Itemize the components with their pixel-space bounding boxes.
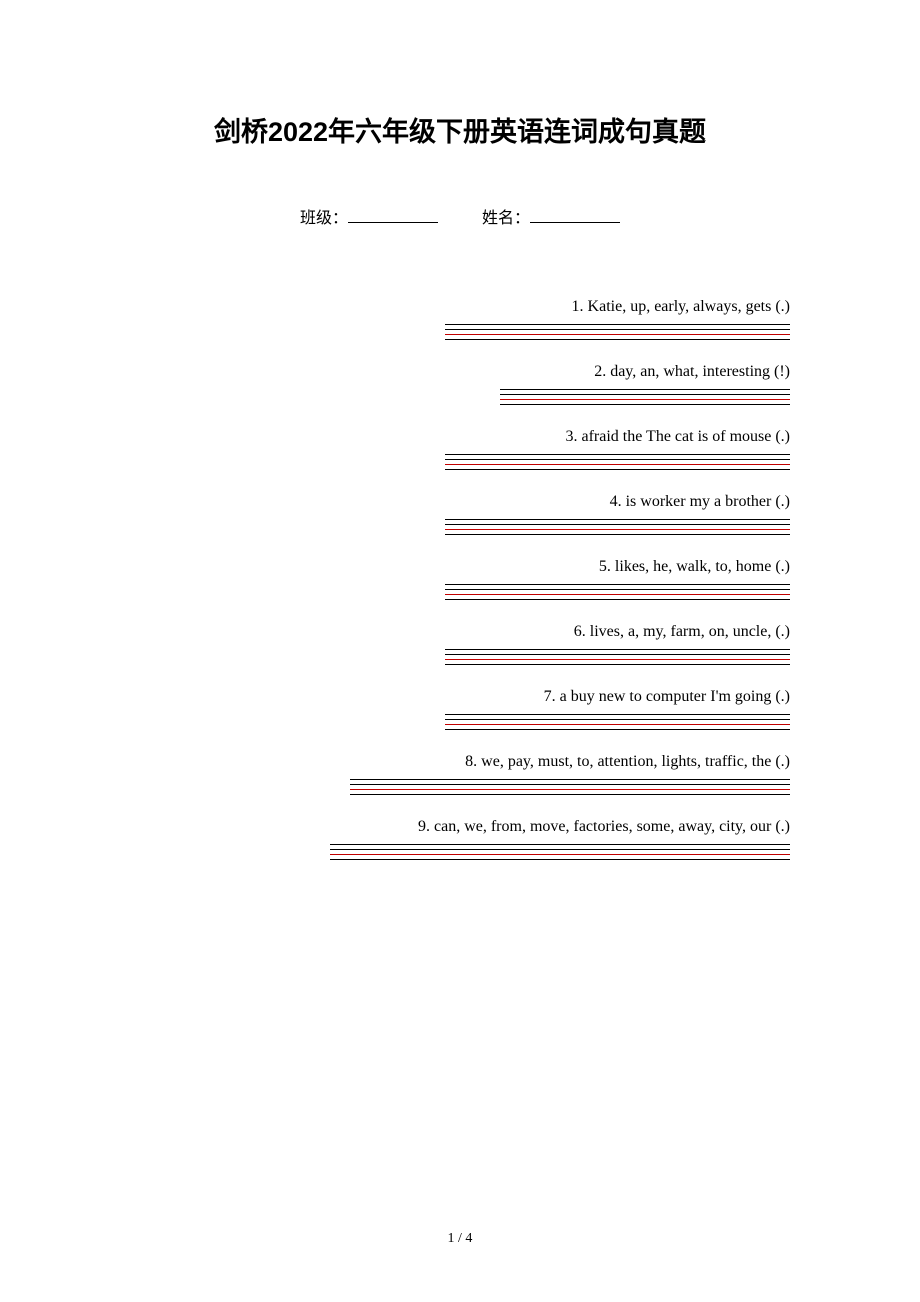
document-title: 剑桥2022年六年级下册英语连词成句真题 bbox=[130, 110, 790, 149]
answer-line[interactable] bbox=[445, 524, 790, 525]
page-number: 1 / 4 bbox=[0, 1231, 920, 1247]
answer-line[interactable] bbox=[500, 389, 790, 390]
answer-lines bbox=[445, 649, 790, 665]
answer-line[interactable] bbox=[445, 719, 790, 720]
question-block: 7. a buy new to computer I'm going (.) bbox=[330, 688, 790, 730]
answer-line[interactable] bbox=[445, 664, 790, 665]
question-text: 8. we, pay, must, to, attention, lights,… bbox=[465, 753, 790, 771]
question-block: 8. we, pay, must, to, attention, lights,… bbox=[330, 753, 790, 795]
name-blank[interactable] bbox=[530, 222, 620, 223]
answer-line[interactable] bbox=[445, 724, 790, 725]
question-block: 2. day, an, what, interesting (!) bbox=[330, 363, 790, 405]
answer-line[interactable] bbox=[445, 599, 790, 600]
answer-lines bbox=[445, 584, 790, 600]
answer-lines bbox=[350, 779, 790, 795]
question-block: 6. lives, a, my, farm, on, uncle, (.) bbox=[330, 623, 790, 665]
answer-line[interactable] bbox=[445, 659, 790, 660]
answer-line[interactable] bbox=[330, 859, 790, 860]
answer-lines bbox=[445, 324, 790, 340]
answer-lines bbox=[445, 519, 790, 535]
class-blank[interactable] bbox=[348, 222, 438, 223]
answer-line[interactable] bbox=[350, 779, 790, 780]
question-block: 3. afraid the The cat is of mouse (.) bbox=[330, 428, 790, 470]
answer-line[interactable] bbox=[445, 324, 790, 325]
question-text: 1. Katie, up, early, always, gets (.) bbox=[572, 298, 790, 316]
answer-line[interactable] bbox=[445, 584, 790, 585]
answer-line[interactable] bbox=[445, 329, 790, 330]
answer-line[interactable] bbox=[500, 399, 790, 400]
answer-line[interactable] bbox=[445, 469, 790, 470]
answer-line[interactable] bbox=[445, 534, 790, 535]
questions-container: 1. Katie, up, early, always, gets (.) 2. … bbox=[330, 298, 790, 883]
student-info-row: 班级： 姓名： bbox=[130, 204, 790, 228]
answer-line[interactable] bbox=[445, 529, 790, 530]
question-block: 4. is worker my a brother (.) bbox=[330, 493, 790, 535]
name-label: 姓名： bbox=[482, 210, 530, 227]
question-text: 9. can, we, from, move, factories, some,… bbox=[418, 818, 790, 836]
answer-line[interactable] bbox=[350, 784, 790, 785]
question-text: 4. is worker my a brother (.) bbox=[610, 493, 790, 511]
answer-lines bbox=[445, 454, 790, 470]
answer-line[interactable] bbox=[330, 844, 790, 845]
answer-lines bbox=[500, 389, 790, 405]
answer-line[interactable] bbox=[445, 714, 790, 715]
answer-line[interactable] bbox=[445, 459, 790, 460]
question-text: 5. likes, he, walk, to, home (.) bbox=[599, 558, 790, 576]
class-label: 班级： bbox=[300, 210, 348, 227]
answer-line[interactable] bbox=[445, 464, 790, 465]
answer-line[interactable] bbox=[500, 394, 790, 395]
answer-line[interactable] bbox=[445, 589, 790, 590]
answer-line[interactable] bbox=[445, 729, 790, 730]
answer-line[interactable] bbox=[445, 519, 790, 520]
answer-line[interactable] bbox=[445, 334, 790, 335]
question-text: 2. day, an, what, interesting (!) bbox=[594, 363, 790, 381]
answer-lines bbox=[330, 844, 790, 860]
answer-line[interactable] bbox=[330, 854, 790, 855]
question-text: 7. a buy new to computer I'm going (.) bbox=[544, 688, 790, 706]
question-block: 5. likes, he, walk, to, home (.) bbox=[330, 558, 790, 600]
question-block: 1. Katie, up, early, always, gets (.) bbox=[330, 298, 790, 340]
answer-line[interactable] bbox=[500, 404, 790, 405]
answer-line[interactable] bbox=[445, 654, 790, 655]
answer-line[interactable] bbox=[445, 594, 790, 595]
answer-line[interactable] bbox=[445, 339, 790, 340]
answer-lines bbox=[445, 714, 790, 730]
question-block: 9. can, we, from, move, factories, some,… bbox=[330, 818, 790, 860]
question-text: 6. lives, a, my, farm, on, uncle, (.) bbox=[574, 623, 790, 641]
answer-line[interactable] bbox=[445, 454, 790, 455]
answer-line[interactable] bbox=[330, 849, 790, 850]
answer-line[interactable] bbox=[350, 794, 790, 795]
answer-line[interactable] bbox=[350, 789, 790, 790]
page-container: 剑桥2022年六年级下册英语连词成句真题 班级： 姓名： 1. Katie, u… bbox=[0, 0, 920, 943]
question-text: 3. afraid the The cat is of mouse (.) bbox=[565, 428, 790, 446]
answer-line[interactable] bbox=[445, 649, 790, 650]
